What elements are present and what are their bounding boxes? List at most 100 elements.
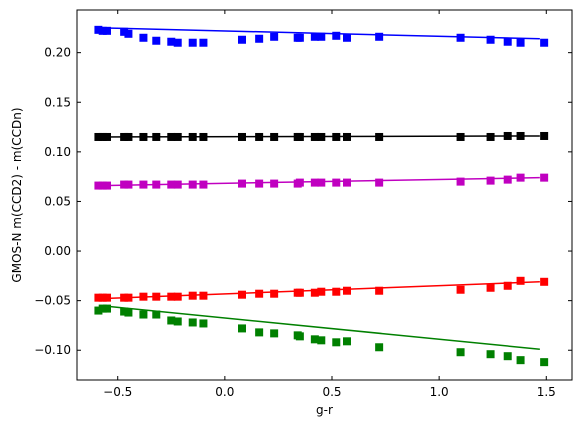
data-point bbox=[255, 328, 264, 337]
data-point bbox=[98, 132, 107, 141]
data-point bbox=[255, 34, 264, 43]
data-point bbox=[295, 132, 304, 141]
series-1 bbox=[94, 131, 549, 141]
data-point bbox=[486, 132, 495, 141]
data-point bbox=[98, 26, 107, 35]
x-tick-label: 0.5 bbox=[322, 385, 341, 399]
data-point bbox=[295, 33, 304, 42]
data-point bbox=[540, 38, 549, 47]
data-point bbox=[173, 317, 182, 326]
data-point bbox=[167, 132, 176, 141]
data-point bbox=[120, 132, 129, 141]
data-point bbox=[310, 288, 319, 297]
data-point bbox=[120, 293, 129, 302]
y-tick-label: −0.05 bbox=[34, 294, 71, 308]
data-point bbox=[167, 316, 176, 325]
data-point bbox=[503, 352, 512, 361]
data-point bbox=[503, 131, 512, 140]
data-point bbox=[188, 291, 197, 300]
x-tick-label: 1.0 bbox=[430, 385, 449, 399]
data-point bbox=[310, 335, 319, 344]
data-point bbox=[94, 132, 103, 141]
data-point bbox=[310, 178, 319, 187]
data-point bbox=[486, 283, 495, 292]
data-point bbox=[503, 175, 512, 184]
data-point bbox=[486, 35, 495, 44]
data-point bbox=[120, 27, 129, 36]
data-point bbox=[456, 132, 465, 141]
data-point bbox=[295, 178, 304, 187]
y-tick-label: 0.05 bbox=[44, 194, 71, 208]
data-point bbox=[343, 337, 351, 346]
data-point bbox=[503, 37, 512, 46]
data-point bbox=[317, 336, 326, 345]
data-point bbox=[199, 38, 208, 47]
y-tick-label: 0.10 bbox=[44, 145, 71, 159]
data-point bbox=[98, 304, 107, 313]
data-point bbox=[152, 180, 161, 189]
data-point bbox=[516, 173, 525, 182]
data-point bbox=[343, 178, 351, 187]
data-point bbox=[317, 32, 326, 41]
data-point bbox=[238, 179, 246, 188]
data-point bbox=[139, 33, 148, 42]
data-point bbox=[139, 180, 148, 189]
data-point bbox=[486, 176, 495, 185]
data-point bbox=[456, 33, 465, 42]
data-point bbox=[124, 132, 133, 141]
x-tick-label: 1.5 bbox=[537, 385, 556, 399]
data-point bbox=[238, 324, 246, 333]
data-point bbox=[375, 343, 384, 352]
data-point bbox=[295, 288, 304, 297]
y-axis-label: GMOS-N m(CCD2) - m(CCDn) bbox=[10, 107, 24, 282]
data-point bbox=[139, 292, 148, 301]
data-point bbox=[456, 285, 465, 294]
data-point bbox=[124, 308, 133, 317]
data-point bbox=[238, 290, 246, 299]
data-point bbox=[516, 38, 525, 47]
data-point bbox=[270, 179, 279, 188]
data-point bbox=[199, 180, 208, 189]
data-point bbox=[310, 32, 319, 41]
data-point bbox=[103, 304, 111, 313]
data-point bbox=[152, 36, 161, 45]
data-marks bbox=[94, 25, 549, 367]
y-tick-label: −0.10 bbox=[34, 343, 71, 357]
data-point bbox=[516, 131, 525, 140]
data-point bbox=[238, 35, 246, 44]
y-tick-label: 0.00 bbox=[44, 244, 71, 258]
data-point bbox=[540, 131, 549, 140]
data-point bbox=[503, 281, 512, 290]
data-point bbox=[173, 292, 182, 301]
data-point bbox=[255, 179, 264, 188]
data-point bbox=[375, 178, 384, 187]
data-point bbox=[124, 29, 133, 38]
data-point bbox=[270, 32, 279, 41]
data-point bbox=[516, 276, 525, 285]
data-point bbox=[375, 32, 384, 41]
x-tick-label: −0.5 bbox=[103, 385, 132, 399]
y-tick-label: 0.15 bbox=[44, 95, 71, 109]
data-point bbox=[173, 180, 182, 189]
data-point bbox=[199, 132, 208, 141]
data-point bbox=[167, 292, 176, 301]
data-point bbox=[152, 292, 161, 301]
data-point bbox=[173, 38, 182, 47]
data-point bbox=[270, 289, 279, 298]
data-point bbox=[124, 180, 133, 189]
data-point bbox=[456, 177, 465, 186]
data-point bbox=[103, 132, 111, 141]
data-point bbox=[98, 293, 107, 302]
data-point bbox=[456, 348, 465, 357]
data-point bbox=[188, 132, 197, 141]
data-point bbox=[332, 132, 341, 141]
data-point bbox=[540, 358, 549, 367]
data-point bbox=[167, 180, 176, 189]
data-point bbox=[332, 178, 341, 187]
data-point bbox=[188, 318, 197, 327]
data-point bbox=[120, 180, 129, 189]
data-point bbox=[152, 132, 161, 141]
data-point bbox=[94, 306, 103, 315]
